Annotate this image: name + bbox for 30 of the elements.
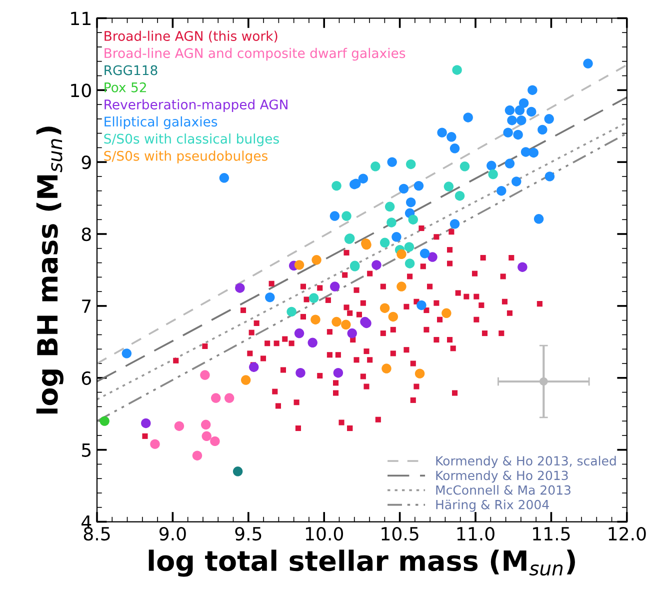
text: Pox 52	[104, 82, 146, 92]
x-tick-label: 10.0	[306, 526, 344, 541]
y-tick-label: 5	[82, 444, 91, 457]
x-tick-label: 12.0	[608, 526, 646, 541]
x-tick-label: 8.5	[84, 526, 110, 541]
y-tick-label: 7	[82, 300, 91, 313]
y-tick-label: 6	[82, 371, 91, 385]
y-axis-title: log BH mass (M$_{sun}$)	[36, 126, 64, 414]
text: Reverberation-mapped AGN	[104, 99, 288, 112]
text: S/S0s with pseudobulges	[104, 150, 268, 164]
y-tick-label: 11	[71, 12, 90, 26]
legend-label: McConnell & Ma 2013	[436, 485, 570, 495]
x-tick-label: 11.0	[457, 526, 494, 541]
x-tick-label: 9.5	[235, 526, 262, 541]
text: Broad-line AGN and composite dwarf galaxies	[104, 48, 406, 61]
legend-label: Kormendy & Ho 2013, scaled	[436, 456, 616, 468]
text: Broad-line AGN (this work)	[104, 30, 278, 43]
text: RGG118	[104, 65, 158, 76]
x-axis-title: log total stellar mass (M$_{sun}$)	[148, 550, 575, 577]
x-tick-label: 9.0	[159, 526, 186, 541]
y-tick-label: 10	[71, 84, 91, 98]
y-tick-label: 8	[82, 227, 91, 242]
y-tick-label: 9	[82, 156, 91, 170]
y-tick-label: 4	[82, 515, 92, 529]
x-tick-label: 10.5	[382, 526, 418, 541]
legend-label: Häring & Rix 2004	[436, 500, 549, 512]
x-tick-label: 11.5	[533, 527, 570, 541]
text: S/S0s with classical bulges	[104, 134, 279, 146]
legend-label: Kormendy & Ho 2013	[436, 470, 568, 483]
text: Elliptical galaxies	[104, 116, 218, 130]
